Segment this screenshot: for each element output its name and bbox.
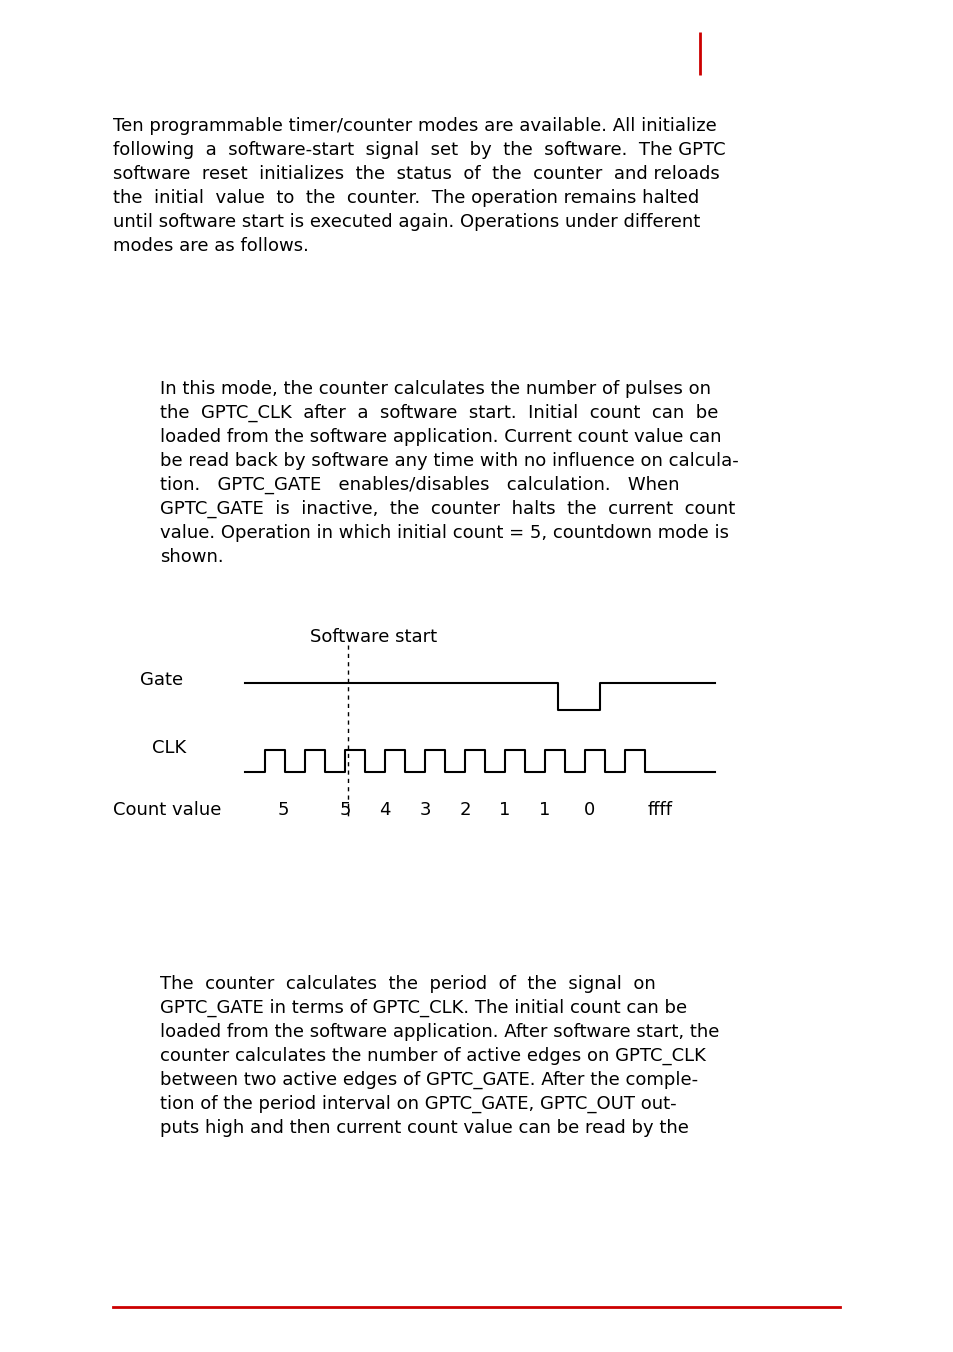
Text: Gate: Gate xyxy=(140,671,183,690)
Text: loaded from the software application. Current count value can: loaded from the software application. Cu… xyxy=(160,429,720,446)
Text: 4: 4 xyxy=(379,800,391,819)
Text: 1: 1 xyxy=(498,800,510,819)
Text: puts high and then current count value can be read by the: puts high and then current count value c… xyxy=(160,1119,688,1137)
Text: tion.   GPTC_GATE   enables/disables   calculation.   When: tion. GPTC_GATE enables/disables calcula… xyxy=(160,476,679,495)
Text: GPTC_GATE  is  inactive,  the  counter  halts  the  current  count: GPTC_GATE is inactive, the counter halts… xyxy=(160,500,735,518)
Text: counter calculates the number of active edges on GPTC_CLK: counter calculates the number of active … xyxy=(160,1046,705,1065)
Text: The  counter  calculates  the  period  of  the  signal  on: The counter calculates the period of the… xyxy=(160,975,655,992)
Text: between two active edges of GPTC_GATE. After the comple-: between two active edges of GPTC_GATE. A… xyxy=(160,1071,698,1090)
Text: value. Operation in which initial count = 5, countdown mode is: value. Operation in which initial count … xyxy=(160,525,728,542)
Text: 0: 0 xyxy=(584,800,595,819)
Text: In this mode, the counter calculates the number of pulses on: In this mode, the counter calculates the… xyxy=(160,380,710,397)
Text: the  initial  value  to  the  counter.  The operation remains halted: the initial value to the counter. The op… xyxy=(112,189,699,207)
Text: modes are as follows.: modes are as follows. xyxy=(112,237,309,256)
Text: 1: 1 xyxy=(538,800,550,819)
Text: Ten programmable timer/counter modes are available. All initialize: Ten programmable timer/counter modes are… xyxy=(112,118,716,135)
Text: 5: 5 xyxy=(277,800,289,819)
Text: Software start: Software start xyxy=(310,627,436,646)
Text: loaded from the software application. After software start, the: loaded from the software application. Af… xyxy=(160,1023,719,1041)
Text: Count value: Count value xyxy=(112,800,221,819)
Text: 2: 2 xyxy=(458,800,470,819)
Text: CLK: CLK xyxy=(152,740,186,757)
Text: until software start is executed again. Operations under different: until software start is executed again. … xyxy=(112,214,700,231)
Text: shown.: shown. xyxy=(160,548,223,566)
Text: software  reset  initializes  the  status  of  the  counter  and reloads: software reset initializes the status of… xyxy=(112,165,719,183)
Text: GPTC_GATE in terms of GPTC_CLK. The initial count can be: GPTC_GATE in terms of GPTC_CLK. The init… xyxy=(160,999,686,1017)
Text: 5: 5 xyxy=(339,800,351,819)
Text: the  GPTC_CLK  after  a  software  start.  Initial  count  can  be: the GPTC_CLK after a software start. Ini… xyxy=(160,404,718,422)
Text: be read back by software any time with no influence on calcula-: be read back by software any time with n… xyxy=(160,452,738,470)
Text: 3: 3 xyxy=(418,800,431,819)
Text: tion of the period interval on GPTC_GATE, GPTC_OUT out-: tion of the period interval on GPTC_GATE… xyxy=(160,1095,676,1113)
Text: following  a  software-start  signal  set  by  the  software.  The GPTC: following a software-start signal set by… xyxy=(112,141,725,160)
Text: ffff: ffff xyxy=(647,800,672,819)
